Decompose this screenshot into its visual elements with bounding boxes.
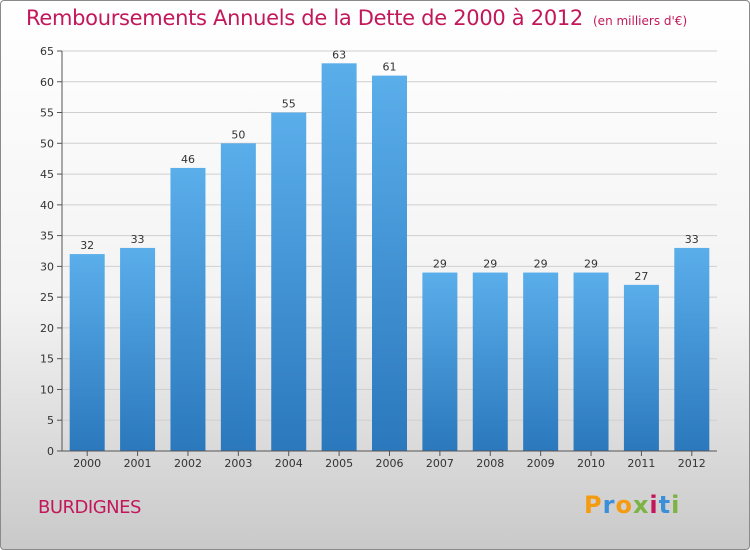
- bar-2011: [623, 284, 659, 451]
- data-label-2000: 32: [80, 239, 94, 252]
- data-label-2004: 55: [282, 98, 296, 111]
- bar-2010: [573, 272, 609, 451]
- y-tick-label: 25: [40, 291, 54, 304]
- x-tick-label-2002: 2002: [174, 457, 202, 470]
- bar-2001: [120, 247, 156, 451]
- bar-2009: [523, 272, 559, 451]
- y-tick-label: 40: [40, 199, 54, 212]
- x-tick-label-2007: 2007: [426, 457, 454, 470]
- logo-letter: x: [632, 491, 650, 519]
- y-tick-label: 15: [40, 353, 54, 366]
- x-tick-label-2011: 2011: [627, 457, 655, 470]
- bar-2006: [372, 75, 407, 451]
- data-label-2001: 33: [131, 233, 145, 246]
- y-tick-label: 45: [40, 168, 54, 181]
- bar-layer: 32 33 46 50 55 63 61 29 29 29 29 27 33: [69, 48, 710, 452]
- data-label-2008: 29: [483, 258, 497, 271]
- logo-letter: P: [584, 491, 603, 519]
- proxiti-logo: Proxiti: [584, 491, 680, 519]
- logo-letter: o: [615, 491, 633, 519]
- y-tick-label: 65: [40, 45, 54, 58]
- bar-2005: [321, 63, 357, 452]
- logo-letter: i: [671, 491, 681, 519]
- data-label-2006: 61: [383, 61, 397, 74]
- y-tick-label: 60: [40, 76, 54, 89]
- x-tick-label-2004: 2004: [275, 457, 303, 470]
- bar-2004: [271, 112, 307, 452]
- y-tick-label: 55: [40, 107, 54, 120]
- logo-letter: i: [649, 491, 659, 519]
- data-label-2011: 27: [634, 270, 648, 283]
- x-tick-label-2008: 2008: [476, 457, 504, 470]
- x-tick-label-2000: 2000: [73, 457, 101, 470]
- data-label-2007: 29: [433, 258, 447, 271]
- data-label-2003: 50: [231, 128, 245, 141]
- chart-title-block: Remboursements Annuels de la Dette de 20…: [26, 6, 687, 30]
- axis-layer: 0 5 10 15 20 25 30 35 40 45 50 55 60 65 2000 2001 2002 20…: [40, 45, 717, 470]
- bar-2000: [69, 254, 105, 451]
- logo-letter: r: [602, 491, 616, 519]
- data-label-2012: 33: [685, 233, 699, 246]
- y-tick-label: 0: [47, 445, 54, 458]
- x-tick-label-2005: 2005: [325, 457, 353, 470]
- y-tick-label: 20: [40, 322, 54, 335]
- chart-title: Remboursements Annuels de la Dette de 20…: [26, 6, 583, 30]
- data-label-2009: 29: [534, 258, 548, 271]
- bar-2002: [170, 167, 206, 451]
- y-tick-label: 5: [47, 414, 54, 427]
- x-tick-label-2009: 2009: [527, 457, 555, 470]
- y-tick-label: 35: [40, 230, 54, 243]
- y-tick-label: 10: [40, 383, 54, 396]
- bar-2003: [220, 143, 256, 452]
- y-tick-label: 50: [40, 137, 54, 150]
- data-label-2005: 63: [332, 48, 346, 61]
- chart-subtitle: (en milliers d'€): [593, 14, 688, 28]
- logo-letter: t: [658, 491, 672, 519]
- data-label-2002: 46: [181, 153, 195, 166]
- x-tick-label-2001: 2001: [124, 457, 152, 470]
- x-tick-label-2012: 2012: [678, 457, 706, 470]
- x-tick-label-2003: 2003: [224, 457, 252, 470]
- bar-2007: [422, 272, 458, 451]
- commune-name: BURDIGNES: [38, 497, 141, 518]
- data-label-2010: 29: [584, 258, 598, 271]
- bar-2012: [674, 247, 710, 451]
- x-tick-label-2010: 2010: [577, 457, 605, 470]
- x-tick-label-2006: 2006: [376, 457, 404, 470]
- y-tick-label: 30: [40, 260, 54, 273]
- bar-2008: [472, 272, 508, 451]
